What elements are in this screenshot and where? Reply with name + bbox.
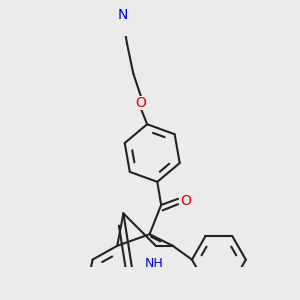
Text: NH: NH — [145, 256, 164, 269]
Text: O: O — [180, 194, 191, 208]
Text: N: N — [118, 8, 128, 22]
Text: O: O — [136, 96, 146, 110]
